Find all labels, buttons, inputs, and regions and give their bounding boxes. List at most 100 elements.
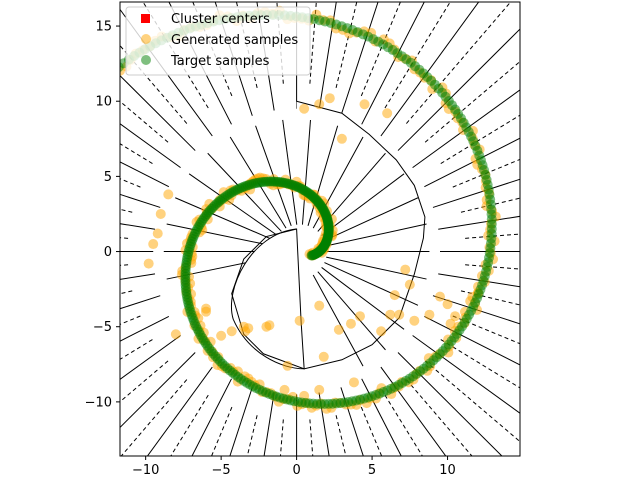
y-tick-label: −10 <box>85 395 112 410</box>
generated-sample-point <box>92 77 102 87</box>
x-tick-label: −5 <box>212 463 231 478</box>
target-sample-point <box>87 466 97 476</box>
generated-sample-point <box>23 330 33 340</box>
target-sample-point <box>13 297 23 307</box>
generated-sample-point <box>28 171 38 181</box>
generated-sample-point <box>85 81 95 91</box>
target-sample-point <box>16 222 26 232</box>
target-sample-point <box>90 83 100 93</box>
boundary-line-dashed <box>246 415 258 456</box>
generated-sample-point <box>17 220 27 230</box>
boundary-line-dashed <box>440 114 520 165</box>
generated-sample-point <box>39 158 49 168</box>
boundary-line-dashed <box>279 419 284 456</box>
target-sample-point <box>73 449 83 459</box>
target-sample-point <box>85 88 95 98</box>
generated-sample-point <box>67 446 77 456</box>
boundary-line-dashed <box>424 360 520 443</box>
boundary-line-dashed <box>120 178 141 188</box>
generated-sample-point <box>16 323 26 333</box>
legend-marker-cluster-centers <box>141 14 150 23</box>
x-tick-label: 10 <box>439 463 456 478</box>
target-sample-point <box>32 170 42 180</box>
legend-label-generated-samples: Generated samples <box>171 33 298 48</box>
generated-sample-point <box>376 326 387 337</box>
generated-sample-point <box>348 377 359 388</box>
x-tick-label: 5 <box>368 463 376 478</box>
generated-sample-point <box>11 271 21 281</box>
target-sample-point <box>64 113 74 123</box>
boundary-line-solid <box>120 352 196 429</box>
generated-sample-point <box>424 309 435 320</box>
target-sample-point <box>18 215 28 225</box>
generated-sample-point <box>400 264 411 275</box>
target-sample-point <box>564 459 574 469</box>
boundary-line-solid <box>412 335 520 414</box>
generated-sample-point <box>148 239 159 250</box>
target-sample-point <box>25 360 35 370</box>
target-sample-point <box>35 387 45 397</box>
x-tick-label: 0 <box>292 463 300 478</box>
legend: Cluster centers Generated samples Target… <box>125 6 311 76</box>
target-sample-point <box>68 107 78 117</box>
generated-sample-point <box>10 280 20 290</box>
target-sample-point <box>25 189 35 199</box>
generated-sample-point <box>90 462 100 472</box>
y-axis-ticks: −10 −5 0 5 10 15 <box>85 20 120 410</box>
target-sample-point <box>60 118 70 128</box>
boundary-line-dashed <box>406 379 473 456</box>
generated-sample-point <box>592 430 602 440</box>
generated-sample-point <box>163 189 174 200</box>
target-sample-point <box>600 412 610 422</box>
boundary-line-solid <box>175 197 275 242</box>
target-sample-point <box>13 242 23 252</box>
target-sample-point <box>14 235 24 245</box>
target-sample-point <box>622 374 632 384</box>
generated-sample-point <box>582 436 592 446</box>
generated-sample-point <box>21 204 31 214</box>
target-sample-point <box>614 390 624 400</box>
boundary-line-solid <box>120 193 161 208</box>
boundary-line-dashed <box>120 290 133 295</box>
target-sample-point <box>23 353 33 363</box>
generated-sample-point <box>54 433 64 443</box>
generated-sample-point <box>226 326 237 337</box>
generated-sample-point <box>355 311 365 322</box>
generated-sample-point <box>626 352 636 362</box>
generated-sample-point <box>394 309 405 320</box>
target-sample-point <box>72 102 82 112</box>
boundary-line-solid <box>340 2 379 116</box>
legend-marker-generated-samples <box>141 34 151 44</box>
generated-sample-point <box>625 362 635 372</box>
generated-sample-point <box>318 351 329 362</box>
target-sample-point <box>120 62 124 72</box>
target-sample-point <box>23 195 33 205</box>
boundary-line-dashed <box>452 315 520 345</box>
boundary-line-dashed <box>460 290 520 306</box>
target-sample-point <box>77 455 87 465</box>
target-sample-point <box>580 440 590 450</box>
generated-sample-point <box>73 102 83 112</box>
generated-sample-point <box>15 314 25 324</box>
generated-sample-point <box>299 103 310 114</box>
boundary-line-solid <box>166 223 274 247</box>
central-region <box>231 228 305 370</box>
target-sample-point <box>94 79 104 89</box>
target-sample-point <box>15 229 25 239</box>
boundary-line-solid <box>318 2 337 111</box>
generated-sample-point <box>26 347 36 357</box>
generated-sample-point <box>155 208 166 219</box>
boundary-line-solid <box>432 178 520 208</box>
generated-sample-point <box>345 318 356 329</box>
generated-sample-point <box>25 188 35 198</box>
target-sample-point <box>82 461 92 471</box>
generated-sample-point <box>77 462 87 472</box>
boundary-line-solid <box>397 352 503 456</box>
target-sample-point <box>19 208 29 218</box>
generated-sample-point <box>382 108 393 119</box>
target-sample-point <box>12 277 22 287</box>
generated-sample-point <box>94 471 104 480</box>
target-sample-point <box>586 433 596 443</box>
target-sample-point <box>575 447 585 457</box>
